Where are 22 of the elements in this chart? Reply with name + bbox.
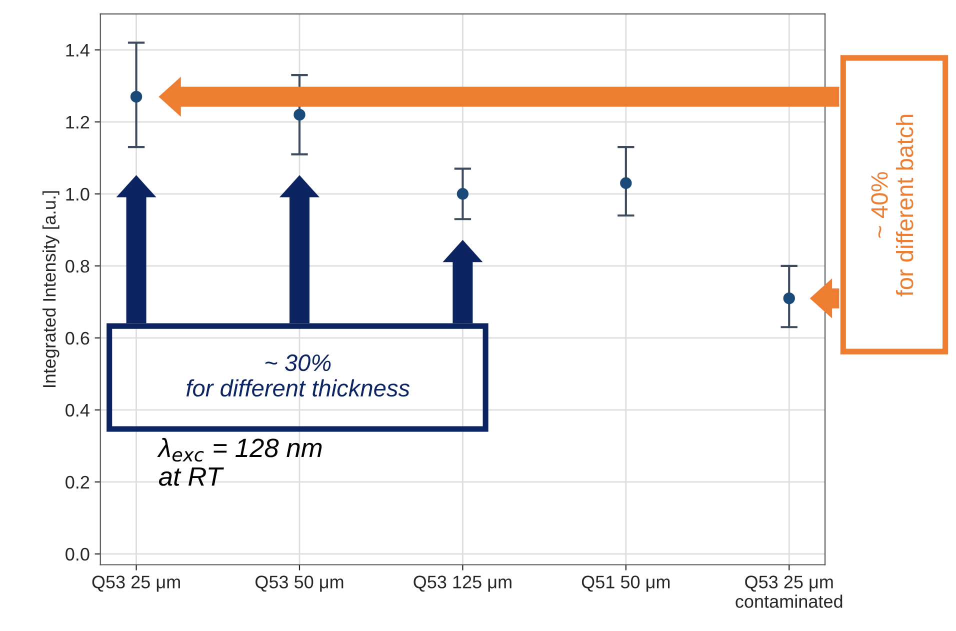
y-tick-label: 0.6 bbox=[66, 332, 90, 345]
y-tick-label: 0.8 bbox=[66, 260, 90, 273]
y-tick-label: 1.0 bbox=[66, 188, 90, 201]
point bbox=[620, 177, 632, 189]
x-tick-label: Q53 25 μm bbox=[92, 576, 180, 592]
x-tick-label: Q53 50 μm bbox=[256, 576, 344, 592]
y-tick-label: 1.4 bbox=[66, 44, 90, 56]
text: ~ 40% for different batch bbox=[871, 114, 914, 296]
y-tick-label: 0.2 bbox=[66, 476, 90, 489]
point bbox=[130, 90, 142, 103]
y-tick-label: 0.0 bbox=[66, 548, 90, 561]
x-tick-label: Q51 50 μm bbox=[582, 576, 670, 592]
point bbox=[783, 292, 795, 304]
point bbox=[294, 108, 306, 121]
annotation: ~ 30% for different thickness bbox=[186, 354, 410, 397]
y-tick-label: 0.4 bbox=[66, 404, 90, 417]
point bbox=[456, 188, 469, 200]
x-tick-label: Q53 25 μm contaminated bbox=[736, 576, 842, 608]
x-tick-label: Q53 125 μm bbox=[414, 576, 512, 592]
annotation: λ$_{exc}$ = 128 nm at RT bbox=[157, 438, 322, 486]
y-tick-label: 1.2 bbox=[66, 116, 90, 128]
y-axis-title: Integrated Intensity [a.u.] bbox=[42, 191, 60, 388]
